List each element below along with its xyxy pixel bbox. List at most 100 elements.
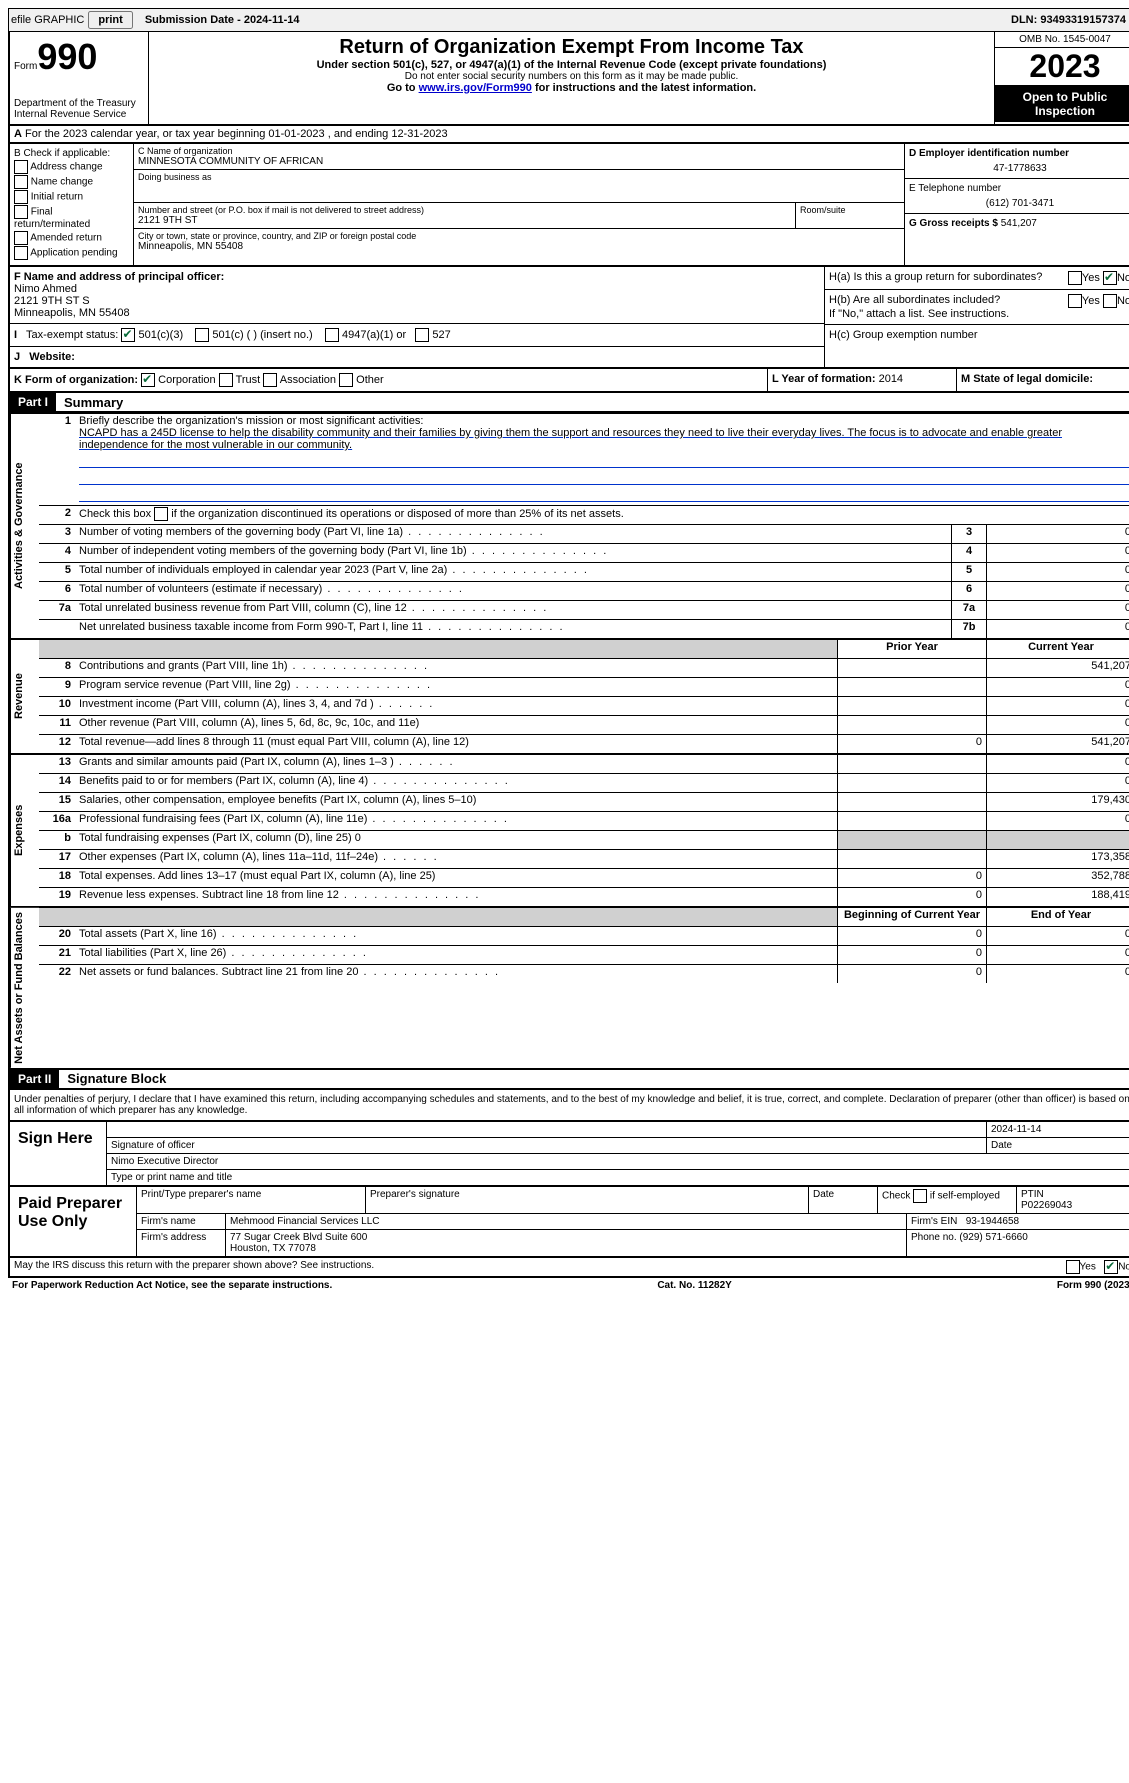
form-word: Form bbox=[14, 61, 37, 72]
org-name-label: C Name of organization bbox=[138, 146, 900, 156]
checkbox-address[interactable] bbox=[14, 160, 28, 174]
revenue-section: Revenue Prior YearCurrent Year 8Contribu… bbox=[8, 640, 1129, 755]
firm-name: Mehmood Financial Services LLC bbox=[226, 1214, 907, 1229]
checkbox-assoc[interactable] bbox=[263, 373, 277, 387]
paid-label: Paid Preparer Use Only bbox=[10, 1187, 137, 1256]
phone-value: (612) 701-3471 bbox=[909, 198, 1129, 209]
gross-label: G Gross receipts $ bbox=[909, 218, 998, 229]
val-4: 0 bbox=[986, 544, 1129, 562]
form-subtitle: Under section 501(c), 527, or 4947(a)(1)… bbox=[153, 59, 990, 71]
goto-prefix: Go to bbox=[387, 82, 419, 94]
exp-17: 173,358 bbox=[986, 850, 1129, 868]
ptin-label: PTIN bbox=[1021, 1189, 1044, 1200]
checkbox-discontinued[interactable] bbox=[154, 507, 168, 521]
discuss-yes[interactable] bbox=[1066, 1260, 1080, 1274]
firm-phone-label: Phone no. bbox=[911, 1232, 957, 1243]
checkbox-app[interactable] bbox=[14, 246, 28, 260]
checkbox-amended[interactable] bbox=[14, 231, 28, 245]
checkbox-name[interactable] bbox=[14, 175, 28, 189]
firm-addr1: 77 Sugar Creek Blvd Suite 600 bbox=[230, 1232, 367, 1243]
sign-here-block: Sign Here 2024-11-14 Signature of office… bbox=[8, 1122, 1129, 1187]
prior-year-header: Prior Year bbox=[837, 640, 986, 658]
val-5: 0 bbox=[986, 563, 1129, 581]
cat-no: Cat. No. 11282Y bbox=[657, 1280, 731, 1291]
year-formation: 2014 bbox=[879, 373, 903, 385]
checkbox-other[interactable] bbox=[339, 373, 353, 387]
prep-sig-label: Preparer's signature bbox=[366, 1187, 809, 1213]
checkbox-final[interactable] bbox=[14, 205, 28, 219]
current-year-header: Current Year bbox=[986, 640, 1129, 658]
checkbox-501c[interactable] bbox=[195, 328, 209, 342]
exp-18: 352,788 bbox=[986, 869, 1129, 887]
hb-no[interactable] bbox=[1103, 294, 1117, 308]
domicile-label: M State of legal domicile: bbox=[961, 373, 1093, 385]
end-year-header: End of Year bbox=[986, 908, 1129, 926]
firm-phone: (929) 571-6660 bbox=[959, 1232, 1027, 1243]
val-6: 0 bbox=[986, 582, 1129, 600]
discuss-row: May the IRS discuss this return with the… bbox=[8, 1258, 1129, 1278]
rev-9: 0 bbox=[986, 678, 1129, 696]
dba-label: Doing business as bbox=[138, 172, 900, 182]
paid-preparer-block: Paid Preparer Use Only Print/Type prepar… bbox=[8, 1187, 1129, 1258]
form-title: Return of Organization Exempt From Incom… bbox=[153, 36, 990, 59]
officer-label: F Name and address of principal officer: bbox=[14, 271, 224, 283]
part1-header: Part I Summary bbox=[8, 393, 1129, 413]
ha-yes[interactable] bbox=[1068, 271, 1082, 285]
checkbox-initial[interactable] bbox=[14, 190, 28, 204]
firm-ein-label: Firm's EIN bbox=[911, 1216, 957, 1227]
hb-yes[interactable] bbox=[1068, 294, 1082, 308]
net-21-prior: 0 bbox=[837, 946, 986, 964]
sign-date: 2024-11-14 bbox=[987, 1122, 1129, 1137]
mission-text: NCAPD has a 245D license to help the dis… bbox=[79, 427, 1062, 451]
checkbox-trust[interactable] bbox=[219, 373, 233, 387]
goto-suffix: for instructions and the latest informat… bbox=[532, 82, 756, 94]
checkbox-527[interactable] bbox=[415, 328, 429, 342]
firm-name-label: Firm's name bbox=[137, 1214, 226, 1229]
rev-12-prior: 0 bbox=[837, 735, 986, 753]
checkbox-self-employed[interactable] bbox=[913, 1189, 927, 1203]
line1-label: Briefly describe the organization's miss… bbox=[79, 415, 423, 427]
side-exp: Expenses bbox=[10, 755, 39, 906]
print-name-label: Print/Type preparer's name bbox=[137, 1187, 366, 1213]
line6: Total number of volunteers (estimate if … bbox=[75, 582, 951, 600]
print-button[interactable]: print bbox=[88, 11, 132, 29]
begin-year-header: Beginning of Current Year bbox=[837, 908, 986, 926]
ha-no[interactable] bbox=[1103, 271, 1117, 285]
discuss-no[interactable] bbox=[1104, 1260, 1118, 1274]
firm-addr2: Houston, TX 77078 bbox=[230, 1243, 316, 1254]
firm-addr-label: Firm's address bbox=[137, 1230, 226, 1256]
part2-tag: Part II bbox=[10, 1070, 59, 1088]
checkbox-corp[interactable] bbox=[141, 373, 155, 387]
exp-15: 179,430 bbox=[986, 793, 1129, 811]
side-ag: Activities & Governance bbox=[10, 414, 39, 638]
dln: DLN: 93493319157374 bbox=[1011, 14, 1129, 26]
part2-header: Part II Signature Block bbox=[8, 1070, 1129, 1090]
row-a-text: For the 2023 calendar year, or tax year … bbox=[25, 128, 448, 140]
gross-value: 541,207 bbox=[1001, 218, 1037, 229]
hb-label: H(b) Are all subordinates included? bbox=[829, 294, 1068, 308]
ssn-note: Do not enter social security numbers on … bbox=[153, 71, 990, 82]
checkbox-4947[interactable] bbox=[325, 328, 339, 342]
prep-date-label: Date bbox=[809, 1187, 878, 1213]
box-b-label: B Check if applicable: bbox=[14, 148, 129, 159]
omb-number: OMB No. 1545-0047 bbox=[995, 32, 1129, 48]
street-value: 2121 9TH ST bbox=[138, 215, 791, 226]
ha-label: H(a) Is this a group return for subordin… bbox=[829, 271, 1068, 285]
activities-governance: Activities & Governance 1 Briefly descri… bbox=[8, 413, 1129, 640]
checkbox-501c3[interactable] bbox=[121, 328, 135, 342]
exp-13: 0 bbox=[986, 755, 1129, 773]
line7a: Total unrelated business revenue from Pa… bbox=[75, 601, 951, 619]
part1-tag: Part I bbox=[10, 393, 56, 411]
ein-label: D Employer identification number bbox=[909, 148, 1129, 159]
discuss-text: May the IRS discuss this return with the… bbox=[14, 1260, 374, 1274]
irs-link[interactable]: www.irs.gov/Form990 bbox=[419, 82, 532, 94]
hc-label: H(c) Group exemption number bbox=[825, 325, 1129, 345]
sig-officer-label: Signature of officer bbox=[107, 1138, 987, 1153]
exp-19-prior: 0 bbox=[837, 888, 986, 906]
net-22: 0 bbox=[986, 965, 1129, 983]
sig-declaration: Under penalties of perjury, I declare th… bbox=[8, 1090, 1129, 1122]
street-label: Number and street (or P.O. box if mail i… bbox=[138, 205, 791, 215]
part1-title: Summary bbox=[56, 395, 123, 410]
klm-row: K Form of organization: Corporation Trus… bbox=[8, 369, 1129, 393]
tax-exempt-label: Tax-exempt status: bbox=[26, 329, 118, 341]
